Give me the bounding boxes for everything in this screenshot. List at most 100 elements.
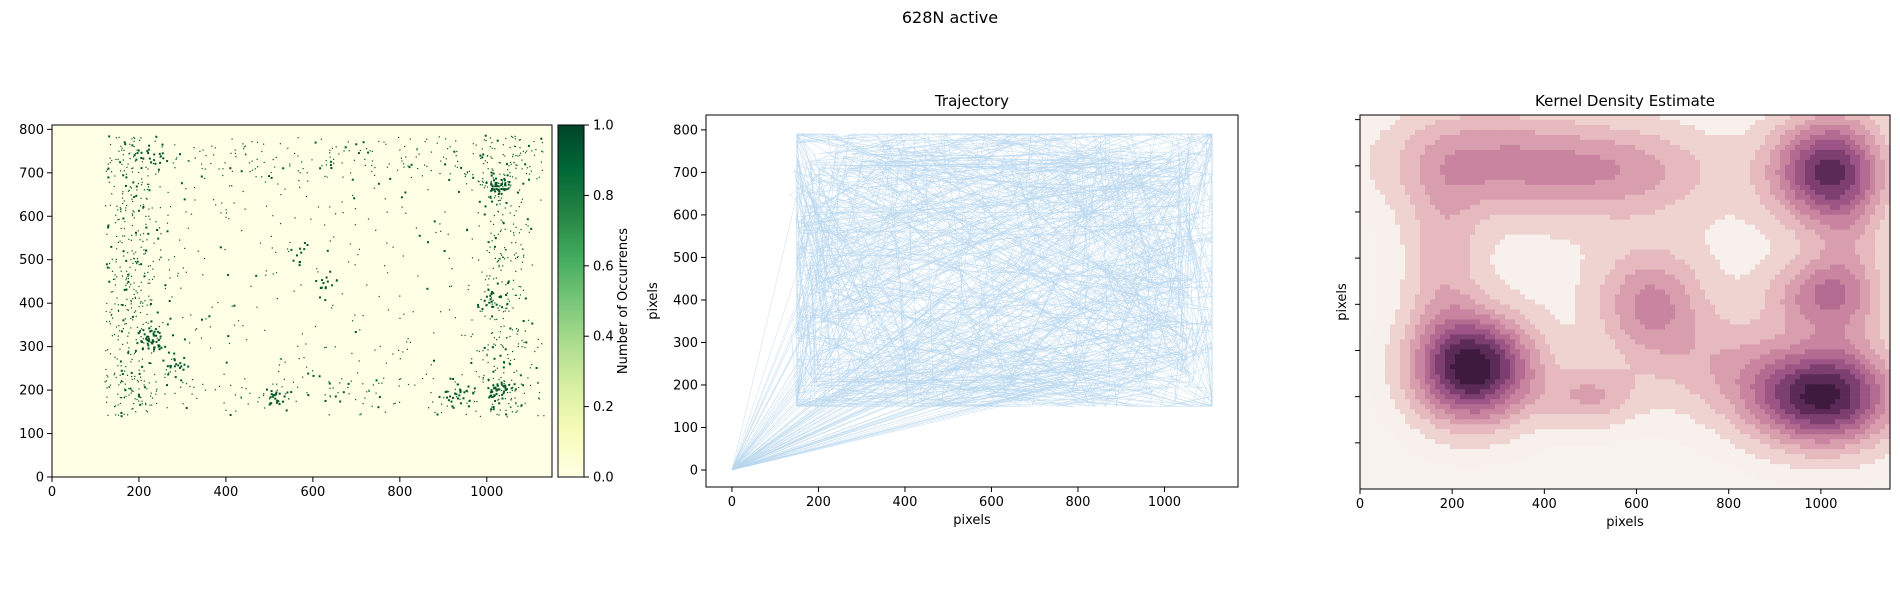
heatmap-cell [486,354,487,355]
kde-cell [1525,250,1531,256]
kde-cell [1565,140,1571,146]
heatmap-cell [513,280,514,281]
kde-cell [1595,245,1601,251]
heatmap-cell [143,204,144,205]
kde-cell [1550,190,1556,196]
heatmap-cell [370,150,371,151]
kde-cell [1615,225,1621,231]
kde-cell [1535,200,1541,206]
kde-cell [1660,175,1666,181]
heatmap-cell [177,275,178,276]
heatmap-cell [326,160,327,161]
kde-cell [1575,165,1581,171]
kde-cell [1515,250,1521,256]
heatmap-cell [342,201,343,202]
heatmap-cell [158,171,159,172]
heatmap-cell [516,328,517,329]
kde-cell [1840,230,1846,236]
heatmap-cell [519,232,520,233]
heatmap-cell [160,207,161,208]
kde-cell [1670,175,1676,181]
kde-cell [1415,210,1421,216]
heatmap-cell [355,331,357,333]
heatmap-cell [257,159,258,160]
heatmap-cell [495,370,496,371]
kde-cell [1740,135,1746,141]
heatmap-cell [300,172,301,173]
kde-cell [1440,215,1446,221]
kde-cell [1750,225,1756,231]
kde-cell [1415,220,1421,226]
kde-cell [1485,265,1491,271]
colorbar-gradient [558,125,584,477]
heatmap-cell [500,200,501,201]
heatmap-cell [542,142,543,143]
kde-cell [1550,250,1556,256]
heatmap-cell [522,262,523,263]
heatmap-cell [110,144,111,145]
heatmap-cell [499,174,500,175]
kde-cell [1840,240,1846,246]
heatmap-cell [281,359,282,360]
heatmap-cell [463,397,465,399]
kde-cell [1685,245,1691,251]
colorbar-tick-label: 0.4 [593,330,614,345]
kde-cell [1765,240,1771,246]
kde-cell [1485,215,1491,221]
kde-cell [1875,140,1881,146]
heatmap-cell [518,343,519,344]
kde-cell [1620,240,1626,246]
heatmap-cell [527,218,529,220]
kde-cell [1675,170,1681,176]
kde-cell [1570,215,1576,221]
kde-cell [1825,255,1831,261]
kde-cell [1570,205,1576,211]
heatmap-cell [485,206,486,207]
kde-cell [1665,190,1671,196]
kde-cell [1735,120,1741,126]
kde-cell [1595,220,1601,226]
heatmap-cell [275,252,276,253]
heatmap-cell [330,167,332,169]
kde-cell [1790,195,1796,201]
heatmap-cell [273,159,274,160]
kde-cell [1845,215,1851,221]
heatmap-cell [250,171,251,172]
kde-cell [1745,165,1751,171]
kde-cell [1790,160,1796,166]
kde-cell [1360,200,1366,206]
kde-cell [1795,185,1801,191]
heatmap-cell [130,186,131,187]
kde-cell [1800,215,1806,221]
heatmap-cell [130,388,131,389]
kde-cell [1510,215,1516,221]
kde-cell [1675,245,1681,251]
kde-cell [1450,165,1456,171]
kde-cell [1775,240,1781,246]
heatmap-cell [105,369,106,370]
heatmap-cell [444,250,446,252]
kde-cell [1655,260,1661,266]
kde-cell [1855,160,1861,166]
kde-cell [1675,125,1681,131]
kde-cell [1690,230,1696,236]
kde-cell [1610,205,1616,211]
kde-cell [1870,240,1876,246]
kde-cell [1425,160,1431,166]
heatmap-cell [516,165,517,166]
kde-cell [1790,150,1796,156]
kde-cell [1540,260,1546,266]
heatmap-cell [484,187,485,188]
heatmap-cell [522,249,523,250]
heatmap-cell [542,151,543,152]
kde-cell [1835,225,1841,231]
kde-cell [1805,145,1811,151]
kde-cell [1600,205,1606,211]
kde-cell [1750,120,1756,126]
heatmap-cell [491,201,493,203]
kde-cell [1670,220,1676,226]
heatmap-cell [493,371,495,373]
kde-cell [1590,180,1596,186]
kde-cell [1785,210,1791,216]
kde-cell [1560,170,1566,176]
